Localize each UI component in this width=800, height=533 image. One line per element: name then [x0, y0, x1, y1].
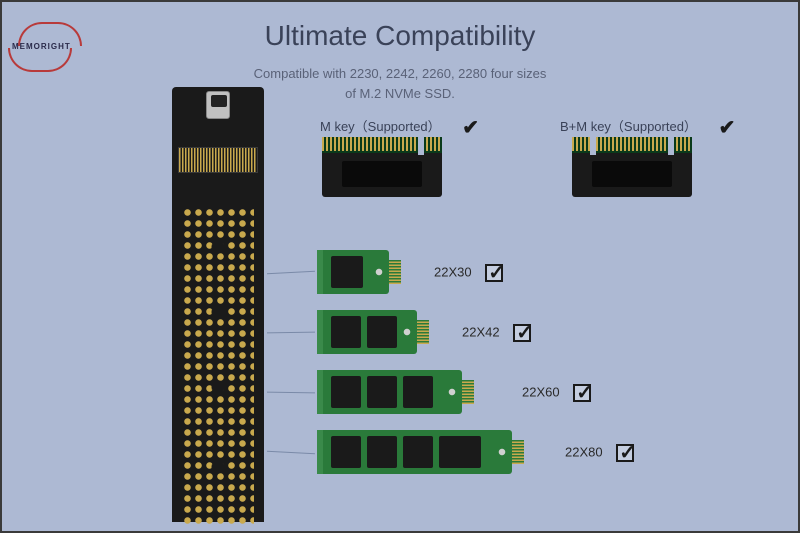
chip-icon — [367, 316, 397, 348]
connector-line — [267, 451, 315, 455]
size-label-2230: 22X30 — [434, 264, 503, 282]
connector-line — [267, 271, 315, 275]
key-chip-icon — [592, 161, 672, 187]
adapter-board — [172, 87, 264, 522]
brand-logo: MEMORIGHT — [8, 22, 98, 72]
size-label-2242: 22X42 — [462, 324, 531, 342]
chip-icon — [439, 436, 481, 468]
check-icon: ✔ — [462, 115, 479, 140]
ssd-pins-icon — [512, 440, 524, 464]
check-icon: ✔ — [719, 115, 736, 140]
size-label-2260: 22X60 — [522, 384, 591, 402]
connector-line — [267, 392, 315, 394]
checkbox-icon — [513, 324, 531, 342]
connector-line — [267, 332, 315, 334]
subtitle-line1: Compatible with 2230, 2242, 2260, 2280 f… — [254, 66, 547, 81]
ssd-2242 — [317, 310, 417, 354]
bm-key-card — [572, 137, 692, 197]
m-key-card — [322, 137, 442, 197]
chip-icon — [331, 316, 361, 348]
size-label-2280: 22X80 — [565, 444, 634, 462]
ssd-2280 — [317, 430, 512, 474]
chip-icon — [331, 256, 363, 288]
subtitle-line2: of M.2 NVMe SSD. — [345, 86, 455, 101]
chip-icon — [367, 436, 397, 468]
ssd-2260 — [317, 370, 462, 414]
key-notch-icon — [668, 135, 674, 155]
usb-c-port-icon — [206, 91, 230, 119]
checkbox-icon — [616, 444, 634, 462]
subtitle: Compatible with 2230, 2242, 2260, 2280 f… — [2, 64, 798, 103]
ssd-2230 — [317, 250, 389, 294]
chip-icon — [331, 376, 361, 408]
logo-text: MEMORIGHT — [12, 42, 71, 51]
adapter-gold-pattern — [182, 207, 254, 527]
chip-icon — [367, 376, 397, 408]
key-chip-icon — [342, 161, 422, 187]
ssd-pins-icon — [417, 320, 429, 344]
checkbox-icon — [485, 264, 503, 282]
key-pins-icon — [322, 137, 442, 153]
page-title: Ultimate Compatibility — [2, 2, 798, 52]
ssd-pins-icon — [389, 260, 401, 284]
chip-icon — [403, 376, 433, 408]
checkbox-icon — [573, 384, 591, 402]
m2-slot-icon — [178, 147, 258, 173]
chip-icon — [331, 436, 361, 468]
ssd-pins-icon — [462, 380, 474, 404]
key-notch-icon — [418, 135, 424, 155]
key-notch-icon — [590, 135, 596, 155]
chip-icon — [403, 436, 433, 468]
